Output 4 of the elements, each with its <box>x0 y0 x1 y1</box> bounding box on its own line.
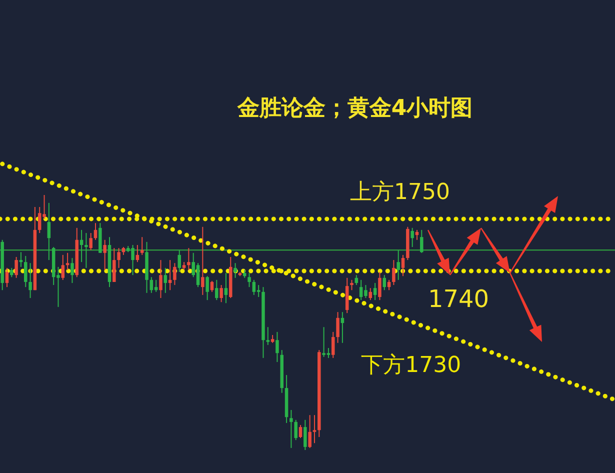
title: 金胜论金；黄金4小时图 <box>237 96 473 121</box>
series-label: 下方1730 <box>361 353 462 378</box>
annotation: 上方1750 <box>350 180 450 205</box>
annotation: 1740 <box>428 285 490 313</box>
